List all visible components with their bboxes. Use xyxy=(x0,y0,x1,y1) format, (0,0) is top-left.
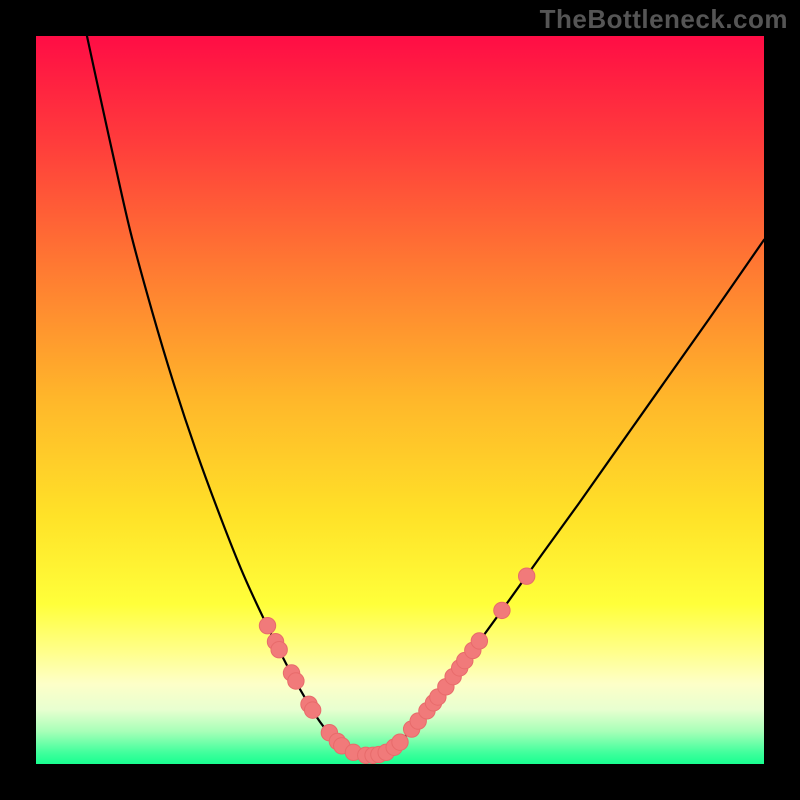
curve-marker xyxy=(288,673,304,689)
plot-svg xyxy=(0,0,800,800)
curve-marker xyxy=(304,702,320,718)
curve-marker xyxy=(494,602,510,618)
curve-marker xyxy=(518,568,534,584)
curve-marker xyxy=(271,642,287,658)
curve-marker xyxy=(471,633,487,649)
curve-marker xyxy=(392,734,408,750)
plot-background xyxy=(36,36,764,764)
curve-marker xyxy=(259,617,275,633)
